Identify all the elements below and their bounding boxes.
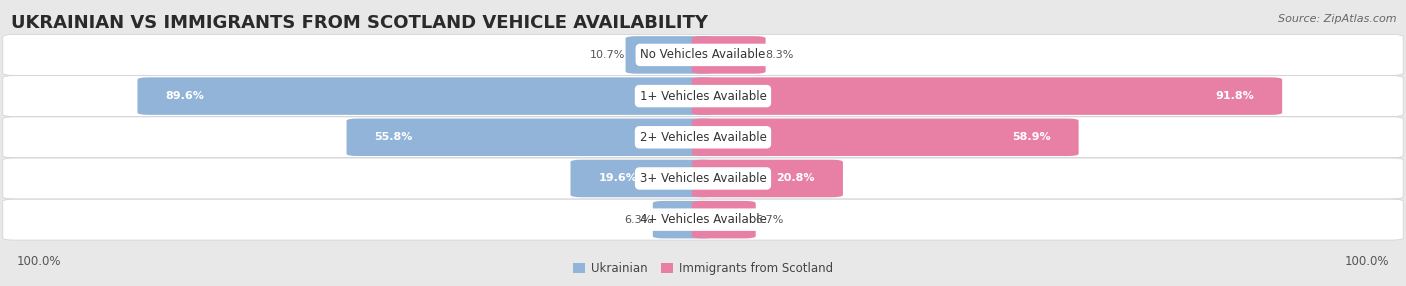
- Text: 55.8%: 55.8%: [374, 132, 413, 142]
- Text: 10.7%: 10.7%: [591, 50, 626, 60]
- FancyBboxPatch shape: [652, 201, 714, 239]
- Text: 6.7%: 6.7%: [755, 215, 785, 225]
- Text: 1+ Vehicles Available: 1+ Vehicles Available: [640, 90, 766, 103]
- Text: 2+ Vehicles Available: 2+ Vehicles Available: [640, 131, 766, 144]
- FancyBboxPatch shape: [692, 160, 844, 197]
- FancyBboxPatch shape: [692, 77, 1282, 115]
- Legend: Ukrainian, Immigrants from Scotland: Ukrainian, Immigrants from Scotland: [568, 258, 838, 280]
- Text: 100.0%: 100.0%: [17, 255, 62, 268]
- Text: 8.3%: 8.3%: [766, 50, 794, 60]
- Text: 19.6%: 19.6%: [599, 174, 637, 183]
- Text: UKRAINIAN VS IMMIGRANTS FROM SCOTLAND VEHICLE AVAILABILITY: UKRAINIAN VS IMMIGRANTS FROM SCOTLAND VE…: [11, 14, 709, 32]
- FancyBboxPatch shape: [346, 118, 714, 156]
- FancyBboxPatch shape: [3, 117, 1403, 158]
- FancyBboxPatch shape: [571, 160, 714, 197]
- FancyBboxPatch shape: [3, 35, 1403, 75]
- Text: 3+ Vehicles Available: 3+ Vehicles Available: [640, 172, 766, 185]
- FancyBboxPatch shape: [692, 118, 1078, 156]
- Text: 4+ Vehicles Available: 4+ Vehicles Available: [640, 213, 766, 226]
- FancyBboxPatch shape: [3, 199, 1403, 240]
- FancyBboxPatch shape: [138, 77, 714, 115]
- FancyBboxPatch shape: [3, 76, 1403, 116]
- Text: 20.8%: 20.8%: [776, 174, 815, 183]
- Text: 100.0%: 100.0%: [1344, 255, 1389, 268]
- Text: No Vehicles Available: No Vehicles Available: [640, 48, 766, 61]
- Text: 89.6%: 89.6%: [166, 91, 204, 101]
- Text: 91.8%: 91.8%: [1215, 91, 1254, 101]
- FancyBboxPatch shape: [692, 36, 766, 74]
- FancyBboxPatch shape: [626, 36, 714, 74]
- Text: Source: ZipAtlas.com: Source: ZipAtlas.com: [1278, 14, 1396, 24]
- Text: 6.3%: 6.3%: [624, 215, 652, 225]
- FancyBboxPatch shape: [3, 158, 1403, 199]
- Text: 58.9%: 58.9%: [1012, 132, 1050, 142]
- FancyBboxPatch shape: [692, 201, 755, 239]
